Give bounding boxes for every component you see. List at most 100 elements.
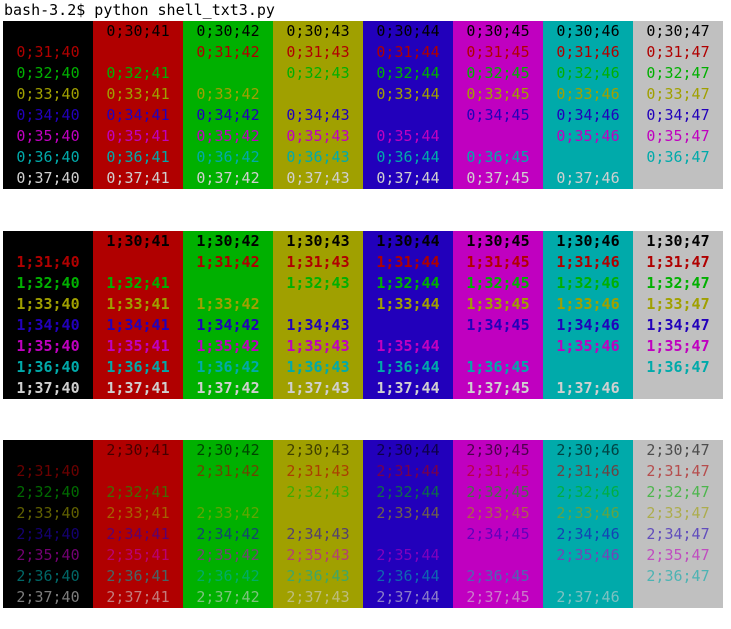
color-cell: 0;36;40 xyxy=(3,147,93,168)
color-row: 0;30;41 0;30;42 0;30;43 0;30;44 0;30;45 0;30;… xyxy=(3,21,723,42)
color-row: 2;36;40 2;36;41 2;36;42 2;36;43 2;36;44 2;36;… xyxy=(3,566,723,587)
color-cell: 1;33;42 xyxy=(183,294,273,315)
shell-prompt-line: bash-3.2$ python shell_txt3.py xyxy=(4,1,275,19)
color-cell: 1;31;47 xyxy=(633,252,723,273)
color-cell: 0;30;44 xyxy=(363,21,453,42)
color-row: 2;35;40 2;35;41 2;35;42 2;35;43 2;35;44 2;35;… xyxy=(3,545,723,566)
color-cell xyxy=(3,231,93,252)
color-cell: 1;35;40 xyxy=(3,336,93,357)
color-cell: 1;35;47 xyxy=(633,336,723,357)
color-cell: 2;34;41 xyxy=(93,524,183,545)
color-cell: 0;32;47 xyxy=(633,63,723,84)
color-cell: 0;30;46 xyxy=(543,21,633,42)
color-cell: 2;33;41 xyxy=(93,503,183,524)
color-cell: 1;31;40 xyxy=(3,252,93,273)
color-cell: 1;33;45 xyxy=(453,294,543,315)
color-row: 1;30;41 1;30;42 1;30;43 1;30;44 1;30;45 1;30;… xyxy=(3,231,723,252)
color-cell: 1;37;44 xyxy=(363,378,453,399)
color-cell xyxy=(363,524,453,545)
color-row: 2;37;40 2;37;41 2;37;42 2;37;43 2;37;44 2;37;… xyxy=(3,587,723,608)
color-cell: 2;37;43 xyxy=(273,587,363,608)
color-row: 0;31;40 0;31;42 0;31;43 0;31;44 0;31;45 0;31;… xyxy=(3,42,723,63)
color-cell: 2;37;46 xyxy=(543,587,633,608)
color-cell: 0;32;40 xyxy=(3,63,93,84)
color-cell: 1;32;41 xyxy=(93,273,183,294)
color-cell xyxy=(273,503,363,524)
color-cell: 2;33;40 xyxy=(3,503,93,524)
color-cell: 1;36;44 xyxy=(363,357,453,378)
color-cell xyxy=(273,84,363,105)
color-cell: 2;30;45 xyxy=(453,440,543,461)
color-cell xyxy=(93,42,183,63)
color-cell: 0;37;40 xyxy=(3,168,93,189)
color-cell: 1;32;44 xyxy=(363,273,453,294)
color-cell: 1;35;44 xyxy=(363,336,453,357)
color-cell: 2;37;41 xyxy=(93,587,183,608)
color-cell: 1;32;47 xyxy=(633,273,723,294)
color-row: 2;30;41 2;30;42 2;30;43 2;30;44 2;30;45 2;30;… xyxy=(3,440,723,461)
color-cell xyxy=(543,357,633,378)
color-row: 0;34;40 0;34;41 0;34;42 0;34;43 0;34;45 0;34;… xyxy=(3,105,723,126)
color-cell: 0;37;41 xyxy=(93,168,183,189)
color-cell: 0;36;43 xyxy=(273,147,363,168)
color-cell: 0;35;47 xyxy=(633,126,723,147)
color-cell: 1;36;40 xyxy=(3,357,93,378)
color-cell xyxy=(633,378,723,399)
color-cell: 0;31;44 xyxy=(363,42,453,63)
color-row: 1;37;40 1;37;41 1;37;42 1;37;43 1;37;44 1;37;… xyxy=(3,378,723,399)
color-cell: 1;36;43 xyxy=(273,357,363,378)
color-cell: 1;31;42 xyxy=(183,252,273,273)
color-cell: 0;30;41 xyxy=(93,21,183,42)
color-cell: 1;34;45 xyxy=(453,315,543,336)
color-cell: 2;34;42 xyxy=(183,524,273,545)
color-cell: 1;35;42 xyxy=(183,336,273,357)
color-cell: 1;34;40 xyxy=(3,315,93,336)
color-cell: 0;37;45 xyxy=(453,168,543,189)
color-cell: 1;34;41 xyxy=(93,315,183,336)
color-cell xyxy=(633,168,723,189)
color-grid-normal: 0;30;41 0;30;42 0;30;43 0;30;44 0;30;45 0;30;… xyxy=(3,21,723,189)
color-cell: 0;31;40 xyxy=(3,42,93,63)
color-cell: 0;35;42 xyxy=(183,126,273,147)
color-cell: 0;33;41 xyxy=(93,84,183,105)
color-cell: 0;30;47 xyxy=(633,21,723,42)
color-cell: 1;31;44 xyxy=(363,252,453,273)
color-cell: 2;35;44 xyxy=(363,545,453,566)
color-row: 2;34;40 2;34;41 2;34;42 2;34;43 2;34;45 2;34;… xyxy=(3,524,723,545)
color-cell: 0;34;45 xyxy=(453,105,543,126)
color-cell: 2;34;45 xyxy=(453,524,543,545)
color-cell: 1;30;45 xyxy=(453,231,543,252)
color-cell: 1;33;47 xyxy=(633,294,723,315)
color-cell: 1;34;43 xyxy=(273,315,363,336)
color-cell: 1;34;46 xyxy=(543,315,633,336)
color-cell: 2;34;47 xyxy=(633,524,723,545)
color-cell: 1;31;43 xyxy=(273,252,363,273)
color-cell: 2;32;41 xyxy=(93,482,183,503)
color-cell: 2;30;43 xyxy=(273,440,363,461)
color-cell: 1;36;47 xyxy=(633,357,723,378)
color-cell: 0;33;44 xyxy=(363,84,453,105)
color-row: 0;35;40 0;35;41 0;35;42 0;35;43 0;35;44 0;35;… xyxy=(3,126,723,147)
color-cell: 0;33;42 xyxy=(183,84,273,105)
color-cell: 1;36;45 xyxy=(453,357,543,378)
color-cell: 0;31;46 xyxy=(543,42,633,63)
color-cell: 0;30;43 xyxy=(273,21,363,42)
color-cell: 0;34;40 xyxy=(3,105,93,126)
color-cell: 2;33;47 xyxy=(633,503,723,524)
color-cell: 2;32;43 xyxy=(273,482,363,503)
color-cell: 2;32;40 xyxy=(3,482,93,503)
color-cell: 1;34;47 xyxy=(633,315,723,336)
color-cell: 0;30;45 xyxy=(453,21,543,42)
color-cell: 1;33;44 xyxy=(363,294,453,315)
color-cell: 1;32;40 xyxy=(3,273,93,294)
color-cell: 1;31;45 xyxy=(453,252,543,273)
color-cell: 1;37;42 xyxy=(183,378,273,399)
color-cell: 2;30;41 xyxy=(93,440,183,461)
color-cell: 1;30;42 xyxy=(183,231,273,252)
color-cell: 1;35;43 xyxy=(273,336,363,357)
color-cell: 2;30;44 xyxy=(363,440,453,461)
color-cell: 2;31;45 xyxy=(453,461,543,482)
color-cell: 2;36;40 xyxy=(3,566,93,587)
color-cell: 0;33;45 xyxy=(453,84,543,105)
color-cell: 2;34;40 xyxy=(3,524,93,545)
